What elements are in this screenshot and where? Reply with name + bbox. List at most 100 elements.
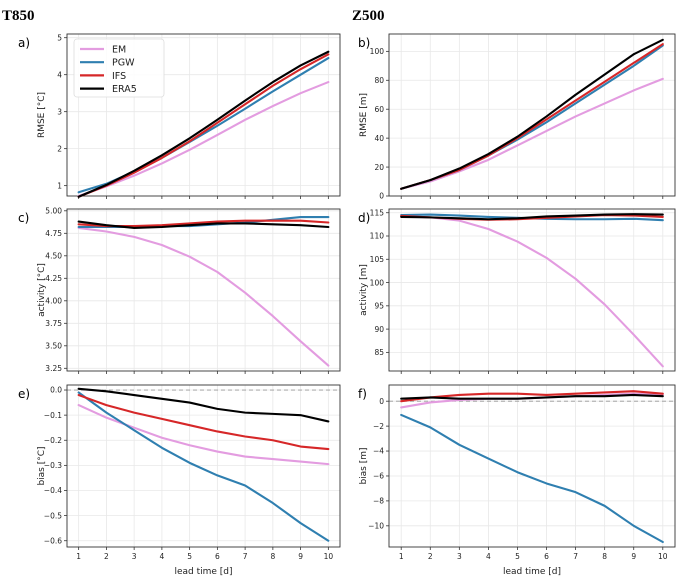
- x-axis-label: lead time [d]: [174, 567, 232, 577]
- y-tick-label: −2: [373, 422, 384, 431]
- series-line-em: [77, 404, 330, 466]
- x-tick-label: 4: [159, 552, 164, 561]
- series-line-pgw: [400, 413, 664, 544]
- x-tick-label: 4: [486, 552, 491, 561]
- x-tick-label: 1: [76, 552, 81, 561]
- x-tick-label: 5: [515, 552, 520, 561]
- legend-label-em: EM: [112, 44, 126, 55]
- x-tick-label: 2: [104, 552, 109, 561]
- x-tick-label: 5: [187, 552, 192, 561]
- x-tick-label: 6: [544, 552, 549, 561]
- y-tick-label: −6: [373, 472, 384, 481]
- column-title-t850: T850: [2, 8, 35, 24]
- legend: EM PGW IFS ERA5: [73, 38, 165, 98]
- y-axis-label: activity [°C]: [37, 263, 47, 317]
- legend-frame: [73, 38, 165, 98]
- legend-label-pgw: PGW: [112, 58, 135, 69]
- x-tick-label: 2: [428, 552, 433, 561]
- y-tick-label: 80: [374, 76, 384, 85]
- panel-a: 1 2 3 4 5 RMSE [°C] a): [18, 33, 341, 199]
- y-tick-label: 4: [57, 70, 62, 79]
- series-line-ifs: [77, 53, 330, 198]
- y-tick-label: 3: [57, 107, 62, 116]
- panel-c: 3.25 3.50 3.75 4.00 4.25 4.50 4.75 5.00 activity…: [18, 207, 341, 374]
- series-line-era5: [400, 38, 664, 190]
- y-tick-label: −0.6: [44, 536, 62, 545]
- x-tick-label: 3: [457, 552, 462, 561]
- x-tick-label: 10: [324, 552, 334, 561]
- panel-label: c): [18, 211, 29, 225]
- y-tick-label: 2: [57, 144, 62, 153]
- y-tick-label: 4.25: [45, 274, 62, 283]
- y-tick-label: −0.4: [44, 486, 62, 495]
- y-axis-label: RMSE [m]: [359, 93, 369, 137]
- series-line-ifs: [77, 393, 330, 451]
- axes-frame: [66, 384, 341, 548]
- panel-d: 85 90 95 100 105 110 115 activity [m] d): [358, 208, 676, 374]
- panel-label: a): [18, 36, 30, 50]
- y-axis-label: bias [°C]: [37, 446, 47, 485]
- y-tick-label: 105: [370, 255, 385, 264]
- y-tick-label: −0.2: [44, 436, 62, 445]
- y-tick-label: 4.75: [45, 229, 62, 238]
- y-tick-label: 0: [379, 192, 384, 201]
- series-line-pgw: [77, 391, 330, 542]
- y-axis-label: bias [m]: [359, 447, 369, 484]
- axes-frame: [66, 33, 341, 197]
- series-line-em: [400, 77, 664, 190]
- y-tick-label: 60: [374, 105, 384, 114]
- column-title-z500: Z500: [352, 8, 385, 24]
- series-line-em: [400, 215, 664, 368]
- panel-f: 0 −2 −4 −6 −8 −10 1 2 3 4 5 6 7 8 9 10 bias [m] lead time…: [358, 384, 676, 577]
- panel-label: e): [18, 387, 30, 401]
- y-tick-label: 40: [374, 134, 384, 143]
- panel-label: b): [358, 36, 370, 50]
- series-line-era5: [400, 213, 664, 221]
- y-tick-label: 0.0: [50, 386, 62, 395]
- y-tick-label: 4.00: [45, 297, 62, 306]
- y-tick-label: −10: [368, 522, 384, 531]
- x-tick-label: 7: [573, 552, 578, 561]
- y-tick-label: 95: [374, 302, 384, 311]
- y-tick-label: −4: [373, 447, 384, 456]
- panel-b: 0 20 40 60 80 100 RMSE [m] b): [358, 33, 676, 201]
- x-tick-label: 9: [631, 552, 636, 561]
- x-tick-label: 3: [132, 552, 137, 561]
- y-tick-label: 115: [370, 208, 385, 217]
- x-axis-label: lead time [d]: [503, 567, 561, 577]
- y-tick-label: 100: [370, 47, 385, 56]
- y-tick-label: −0.5: [44, 511, 62, 520]
- series-line-era5: [400, 393, 664, 400]
- panel-label: d): [358, 211, 370, 225]
- series-line-era5: [77, 387, 330, 423]
- y-tick-label: 1: [57, 181, 62, 190]
- x-tick-label: 10: [658, 552, 668, 561]
- y-tick-label: −0.3: [44, 461, 62, 470]
- legend-label-ifs: IFS: [112, 71, 126, 82]
- y-tick-label: 3.25: [45, 364, 62, 373]
- axes-frame: [388, 33, 676, 197]
- y-tick-label: 3.75: [45, 319, 62, 328]
- y-tick-label: 5: [57, 33, 62, 42]
- y-tick-label: 100: [370, 278, 385, 287]
- x-tick-label: 6: [215, 552, 220, 561]
- axes-frame: [388, 384, 676, 548]
- x-tick-label: 8: [270, 552, 275, 561]
- y-tick-label: 3.50: [45, 342, 62, 351]
- y-tick-label: 85: [374, 348, 384, 357]
- y-tick-label: 90: [374, 325, 384, 334]
- y-tick-label: 20: [374, 163, 384, 172]
- series-line-era5: [77, 220, 330, 229]
- y-tick-label: 5.00: [45, 207, 62, 216]
- y-axis-label: RMSE [°C]: [37, 92, 47, 138]
- x-tick-label: 7: [243, 552, 248, 561]
- x-tick-label: 1: [399, 552, 404, 561]
- axes-frame: [66, 208, 341, 372]
- y-tick-label: 4.50: [45, 252, 62, 261]
- axes-frame: [388, 208, 676, 372]
- series-line-em: [77, 226, 330, 367]
- y-tick-label: 0: [379, 397, 384, 406]
- y-tick-label: 110: [370, 232, 385, 241]
